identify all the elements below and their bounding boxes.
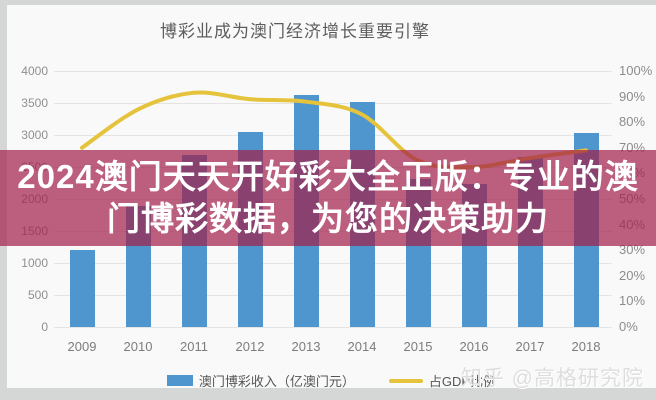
legend-revenue-label: 澳门博彩收入（亿澳门元） <box>198 374 355 389</box>
y-axis-left-tick: 500 <box>27 288 48 302</box>
x-axis-tick: 2016 <box>459 339 489 354</box>
gridline <box>54 71 612 72</box>
x-axis-tick: 2010 <box>123 339 153 354</box>
legend-item-gdp-ratio: 占GDP比例 <box>388 371 497 390</box>
gridline <box>54 135 612 136</box>
watermark: 知乎 @高格研究院 <box>460 367 644 390</box>
y-axis-right-tick: 100% <box>619 63 653 78</box>
legend: 澳门博彩收入（亿澳门元） 占GDP比例 <box>7 371 656 390</box>
legend-gdp-label: 占GDP比例 <box>428 374 497 389</box>
gridline <box>54 327 612 328</box>
x-axis-tick: 2012 <box>235 339 265 354</box>
x-axis-tick: 2011 <box>180 339 208 354</box>
y-axis-left-tick: 3500 <box>21 96 48 110</box>
chart-title: 博彩业成为澳门经济增长重要引擎 <box>160 22 430 41</box>
promo-banner-line2: 门博彩数据，为您的决策助力 <box>107 200 549 237</box>
x-axis-tick: 2013 <box>291 339 321 354</box>
x-axis-tick: 2014 <box>347 339 377 354</box>
promo-banner-line1: 2024澳门天天开好彩大全正版：专业的澳 <box>17 158 639 195</box>
x-axis-tick: 2018 <box>571 339 601 354</box>
y-axis-right-tick: 20% <box>619 267 646 283</box>
bar <box>69 250 95 327</box>
y-axis-left-tick: 3000 <box>21 128 48 142</box>
y-axis-right-tick: 80% <box>619 114 646 130</box>
gridline <box>54 295 612 296</box>
y-axis-right-tick: 10% <box>619 293 646 309</box>
x-axis-tick: 2017 <box>515 339 545 354</box>
y-axis-left-tick: 0 <box>41 320 48 334</box>
x-axis-tick: 2015 <box>403 339 433 354</box>
y-axis-right-tick: 90% <box>619 88 646 104</box>
legend-line-swatch-icon <box>388 378 423 383</box>
y-axis-left-tick: 1000 <box>21 256 48 270</box>
y-axis-right-tick: 0% <box>619 319 638 334</box>
legend-item-revenue: 澳门博彩收入（亿澳门元） <box>166 371 355 390</box>
gridline <box>54 263 612 264</box>
promo-banner-overlay: 2024澳门天天开好彩大全正版：专业的澳 门博彩数据，为您的决策助力 <box>0 150 656 246</box>
legend-bar-swatch-icon <box>166 375 193 386</box>
x-axis-tick: 2009 <box>67 339 97 354</box>
y-axis-left-tick: 4000 <box>21 64 48 78</box>
